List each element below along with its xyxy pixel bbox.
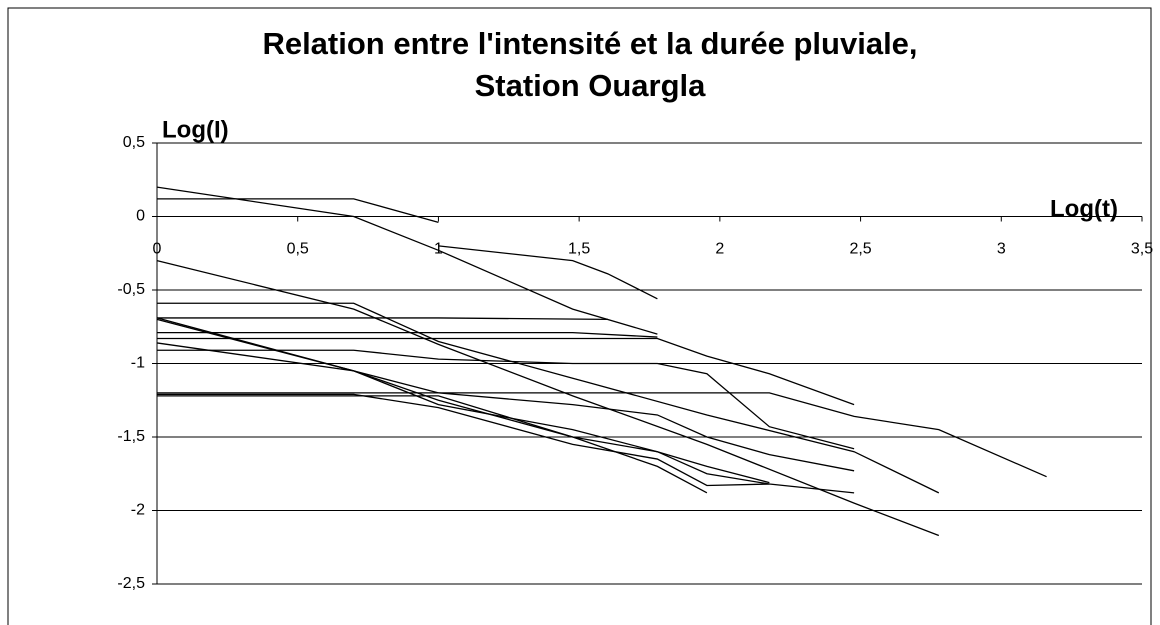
data-line — [157, 302, 940, 494]
x-axis-label: Log(t) — [1050, 195, 1118, 222]
y-axis-label: Log(I) — [162, 116, 229, 143]
x-tick-label: 0 — [153, 241, 162, 258]
y-tick-label: -0,5 — [117, 281, 145, 298]
y-tick-label: -2 — [131, 502, 145, 519]
data-line — [156, 342, 855, 472]
chart-title: Station Ouargla — [475, 68, 707, 103]
data-line — [157, 331, 658, 338]
data-line — [438, 245, 658, 300]
x-tick-label: 1 — [434, 241, 443, 258]
chart-title: Relation entre l'intensité et la durée p… — [262, 26, 917, 61]
data-line — [157, 317, 608, 321]
data-line — [157, 337, 855, 406]
y-tick-label: -1 — [131, 355, 145, 372]
y-tick-label: -1,5 — [117, 428, 145, 445]
data-line — [157, 198, 439, 224]
x-tick-label: 3 — [997, 241, 1006, 258]
data-line — [156, 259, 940, 537]
y-tick-label: -2,5 — [117, 575, 145, 592]
data-line — [157, 349, 855, 450]
data-line — [156, 318, 770, 484]
x-tick-label: 2,5 — [849, 241, 871, 258]
x-tick-label: 0,5 — [287, 241, 309, 258]
x-tick-label: 2 — [715, 241, 724, 258]
x-tick-label: 1,5 — [568, 241, 590, 258]
data-line — [156, 186, 658, 335]
y-tick-label: 0 — [136, 208, 145, 225]
x-tick-label: 3,5 — [1131, 241, 1153, 258]
data-line — [157, 393, 770, 487]
chart-frame — [7, 7, 1152, 625]
data-line — [157, 395, 855, 494]
data-line — [157, 392, 1047, 478]
y-tick-label: 0,5 — [123, 134, 145, 151]
